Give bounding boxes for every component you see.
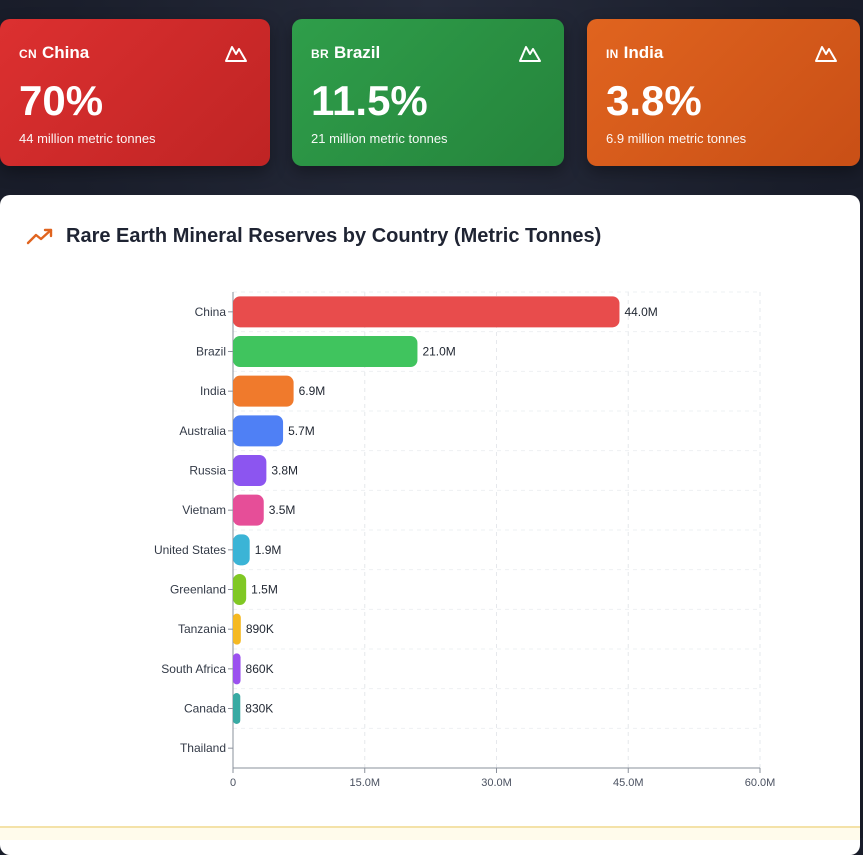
data-label: 890K — [246, 622, 274, 636]
bar-brazil — [233, 336, 418, 367]
bar-chart: China 44.0M Brazil 21.0M India 6.9M Australia 5… — [154, 291, 776, 789]
data-label: 3.8M — [271, 464, 298, 478]
next-panel-edge — [0, 826, 860, 840]
x-tick-label: 0 — [230, 777, 236, 789]
mountain-icon — [225, 46, 247, 62]
mountain-icon — [519, 46, 541, 62]
bar-russia — [233, 455, 267, 486]
country-code: BR — [311, 47, 329, 61]
y-tick-label: India — [200, 384, 226, 398]
y-tick-label: Vietnam — [182, 503, 226, 517]
x-tick-label: 30.0M — [481, 777, 512, 789]
bar-china — [233, 296, 620, 328]
data-label: 3.5M — [269, 503, 296, 517]
data-label: 21.0M — [422, 345, 455, 359]
data-label: 860K — [246, 662, 274, 676]
x-tick-label: 45.0M — [613, 777, 644, 789]
country-code: CN — [19, 47, 37, 61]
y-tick-label: China — [195, 305, 227, 319]
bar-greenland — [233, 574, 247, 605]
trending-up-icon — [26, 228, 53, 244]
card-header: IN India — [606, 43, 860, 65]
stat-card-india[interactable]: IN India 3.8% 6.9 million metric tonnes — [587, 19, 860, 166]
country-code: IN — [606, 47, 619, 61]
y-tick-label: Thailand — [180, 741, 226, 755]
reserve-amount: 44 million metric tonnes — [19, 131, 156, 146]
bar-india — [233, 375, 294, 407]
share-percent: 11.5% — [311, 77, 428, 124]
y-tick-label: South Africa — [161, 662, 226, 676]
country-name: Brazil — [333, 43, 381, 62]
y-tick-label: Russia — [189, 464, 226, 478]
y-tick-label: Australia — [179, 424, 226, 438]
data-label: 44.0M — [624, 305, 657, 319]
bar-tanzania — [233, 613, 241, 645]
card-header: BR Brazil — [311, 43, 564, 65]
reserve-amount: 21 million metric tonnes — [311, 131, 448, 146]
card-header: CN China — [19, 43, 270, 65]
chart-title: Rare Earth Mineral Reserves by Country (… — [66, 225, 602, 247]
stat-card-brazil[interactable]: BR Brazil 11.5% 21 million metric tonnes — [292, 19, 564, 166]
data-label: 830K — [245, 702, 273, 716]
country-name: India — [623, 43, 664, 62]
country-name: China — [41, 43, 90, 62]
y-tick-label: United States — [154, 543, 226, 557]
data-label: 6.9M — [299, 384, 326, 398]
data-label: 1.5M — [251, 583, 278, 597]
data-label: 1.9M — [255, 543, 282, 557]
share-percent: 3.8% — [606, 77, 702, 124]
stat-card-china[interactable]: CN China 70% 44 million metric tonnes — [0, 19, 270, 166]
x-tick-label: 60.0M — [745, 777, 776, 789]
chart-panel: Rare Earth Mineral Reserves by Country (… — [0, 195, 860, 855]
mountain-icon — [815, 46, 837, 62]
bar-canada — [233, 693, 241, 724]
bar-vietnam — [233, 494, 264, 526]
y-tick-label: Brazil — [196, 345, 226, 359]
bar-south-africa — [233, 653, 241, 685]
y-tick-label: Greenland — [170, 583, 226, 597]
data-label: 5.7M — [288, 424, 315, 438]
bar-australia — [233, 415, 284, 447]
bar-united-states — [233, 534, 250, 566]
reserve-amount: 6.9 million metric tonnes — [606, 131, 747, 146]
y-tick-label: Canada — [184, 702, 226, 716]
x-tick-label: 15.0M — [349, 777, 380, 789]
y-tick-label: Tanzania — [178, 622, 226, 636]
panel-header: Rare Earth Mineral Reserves by Country (… — [26, 225, 601, 248]
share-percent: 70% — [19, 77, 104, 124]
